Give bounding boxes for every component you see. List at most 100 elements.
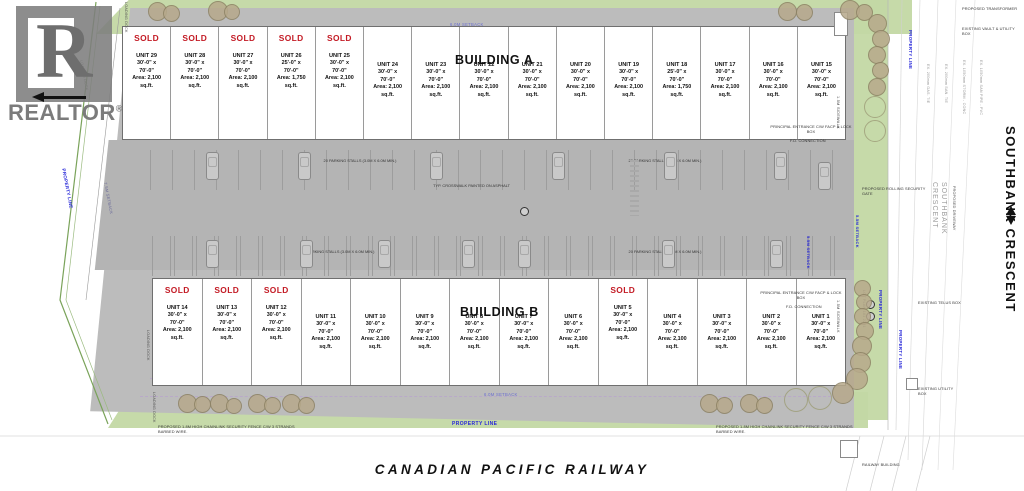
unit-cell[interactable]: UNIT 2 30'-0" x 70'-0" Area: 2,100 sq.ft. — [747, 279, 797, 385]
unit-label: UNIT 12 — [265, 305, 287, 311]
crosswalk-note: TYP. CROSSWALK PAINTED ON ASPHALT — [433, 183, 510, 188]
unit-cell[interactable]: UNIT 3 30'-0" x 70'-0" Area: 2,100 sq.ft. — [698, 279, 747, 385]
parked-car — [664, 152, 677, 180]
parked-car — [300, 240, 313, 268]
loading-dock-note-left: LOADING DOCK — [146, 330, 150, 361]
unit-cell[interactable]: UNIT 23 30'-0" x 70'-0" Area: 2,100 sq.ft. — [412, 27, 461, 139]
unit-cell[interactable]: SOLD UNIT 26 25'-0" x 70'-0" Area: 1,750 sq… — [268, 27, 316, 139]
unit-label: UNIT 25 — [328, 53, 350, 59]
unit-label: UNIT 15 — [811, 62, 832, 68]
unit-cell[interactable]: SOLD UNIT 13 30'-0" x 70'-0" Area: 2,100 sq… — [203, 279, 252, 385]
parked-car — [298, 152, 311, 180]
unit-label: UNIT 11 — [315, 314, 337, 320]
unit-cell[interactable]: UNIT 24 30'-0" x 70'-0" Area: 2,100 sq.ft. — [364, 27, 413, 139]
unit-label: UNIT 9 — [415, 314, 434, 320]
unit-cell[interactable]: UNIT 1 30'-0" x 70'-0" Area: 2,100 sq.ft. — [797, 279, 846, 385]
unit-cell[interactable]: UNIT 16 30'-0" x 70'-0" Area: 2,100 sq.ft. — [750, 27, 798, 139]
proposed-driveway-note: PROPOSED DRIVEWAY — [952, 186, 956, 231]
parked-car — [770, 240, 783, 268]
manhole-icon — [520, 207, 529, 216]
unit-info: UNIT 2 30'-0" x 70'-0" Area: 2,100 sq.ft. — [757, 314, 786, 351]
unit-dimensions: 30'-0" x 70'-0" — [266, 312, 286, 326]
unit-dimensions: 30'-0" x 70'-0" — [522, 69, 542, 83]
crosswalk-marking — [630, 160, 639, 216]
unit-label: UNIT 1 — [811, 314, 830, 320]
unit-dimensions: 30'-0" x 70'-0" — [570, 69, 590, 83]
parked-car — [430, 152, 443, 180]
unit-info: UNIT 24 30'-0" x 70'-0" Area: 2,100 sq.ft. — [373, 62, 402, 99]
unit-dimensions: 30'-0" x 70'-0" — [185, 60, 205, 74]
unit-area: Area: 2,100 sq.ft. — [228, 75, 258, 89]
unit-info: UNIT 17 30'-0" x 70'-0" Area: 2,100 sq.ft. — [711, 62, 740, 99]
unit-info: UNIT 27 30'-0" x 70'-0" Area: 2,100 sq.ft. — [229, 53, 258, 90]
unit-label: UNIT 20 — [570, 62, 591, 68]
unit-info: UNIT 3 30'-0" x 70'-0" Area: 2,100 sq.ft. — [707, 314, 736, 351]
unit-info: UNIT 20 30'-0" x 70'-0" Area: 2,100 sq.ft. — [566, 62, 595, 99]
unit-area: Area: 1,750 sq.ft. — [276, 75, 306, 89]
unit-cell[interactable]: UNIT 8 30'-0" x 70'-0" Area: 2,100 sq.ft. — [450, 279, 500, 385]
telus-box-note: EXISTING TELUS BOX — [918, 300, 961, 305]
unit-dimensions: 30'-0" x 70'-0" — [415, 321, 435, 335]
unit-area: Area: 2,100 sq.ft. — [806, 336, 836, 350]
unit-info: UNIT 16 30'-0" x 70'-0" Area: 2,100 sq.ft. — [759, 62, 788, 99]
parking-note-b: 20 PARKING STALLS (3.0M X 6.0M MIN.) — [301, 249, 375, 254]
building-a-units: SOLD UNIT 29 30'-0" x 70'-0" Area: 2,100 sq… — [123, 27, 845, 139]
unit-cell[interactable]: UNIT 15 30'-0" x 70'-0" Area: 2,100 sq.ft. — [798, 27, 845, 139]
unit-info: UNIT 28 30'-0" x 70'-0" Area: 2,100 sq.ft. — [180, 53, 209, 90]
unit-cell[interactable]: SOLD UNIT 25 30'-0" x 70'-0" Area: 2,100 sq… — [316, 27, 365, 139]
unit-cell[interactable]: UNIT 20 30'-0" x 70'-0" Area: 2,100 sq.ft. — [557, 27, 606, 139]
unit-cell[interactable]: SOLD UNIT 28 30'-0" x 70'-0" Area: 2,100 sq… — [171, 27, 220, 139]
property-line-label-bottom: PROPERTY LINE — [452, 421, 498, 427]
unit-cell[interactable]: UNIT 22 30'-0" x 70'-0" Area: 2,100 sq.ft. — [460, 27, 509, 139]
unit-area: Area: 2,100 sq.ft. — [459, 336, 489, 350]
unit-dimensions: 30'-0" x 70'-0" — [233, 60, 253, 74]
unit-label: UNIT 7 — [514, 314, 533, 320]
utility-box-note: EXISTING UTILITY BOX — [918, 386, 954, 396]
unit-info: UNIT 7 30'-0" x 70'-0" Area: 2,100 sq.ft. — [509, 314, 538, 351]
unit-area: Area: 2,100 sq.ft. — [325, 75, 354, 89]
unit-label: UNIT 17 — [714, 62, 736, 68]
unit-cell[interactable]: UNIT 11 30'-0" x 70'-0" Area: 2,100 sq.ft. — [302, 279, 351, 385]
unit-cell[interactable]: SOLD UNIT 5 30'-0" x 70'-0" Area: 2,100 sq.… — [599, 279, 648, 385]
unit-label: UNIT 23 — [425, 62, 447, 68]
unit-label: UNIT 22 — [473, 62, 495, 68]
unit-dimensions: 30'-0" x 70'-0" — [619, 69, 639, 83]
unit-cell[interactable]: UNIT 19 30'-0" x 70'-0" Area: 2,100 sq.ft. — [605, 27, 654, 139]
railway-label: CANADIAN PACIFIC RAILWAY — [374, 462, 650, 477]
sold-badge: SOLD — [278, 33, 304, 43]
fd-connection-note-a: F.D. CONNECTION — [790, 138, 826, 143]
unit-cell[interactable]: UNIT 18 25'-0" x 70'-0" Area: 1,750 sq.ft. — [653, 27, 702, 139]
unit-info: UNIT 19 30'-0" x 70'-0" Area: 2,100 sq.ft. — [614, 62, 643, 99]
sidewalk-note-right-2: 1.5M SIDEWALK — [836, 300, 840, 333]
unit-area: Area: 2,100 sq.ft. — [162, 327, 192, 341]
unit-info: UNIT 8 30'-0" x 70'-0" Area: 2,100 sq.ft. — [460, 314, 489, 351]
unit-label: UNIT 8 — [465, 314, 484, 320]
unit-cell[interactable]: SOLD UNIT 14 30'-0" x 70'-0" Area: 2,100 sq… — [153, 279, 203, 385]
unit-cell[interactable]: UNIT 9 30'-0" x 70'-0" Area: 2,100 sq.ft. — [401, 279, 450, 385]
unit-info: UNIT 26 25'-0" x 70'-0" Area: 1,750 sq.ft. — [277, 53, 306, 90]
unit-cell[interactable]: UNIT 10 30'-0" x 70'-0" Area: 2,100 sq.ft. — [351, 279, 401, 385]
unit-label: UNIT 18 — [666, 62, 688, 68]
unit-cell[interactable]: UNIT 6 30'-0" x 70'-0" Area: 2,100 sq.ft. — [549, 279, 599, 385]
utility-box-shape — [906, 378, 918, 390]
unit-label: UNIT 26 — [280, 53, 302, 59]
unit-dimensions: 30'-0" x 70'-0" — [811, 321, 831, 335]
parked-car — [818, 162, 831, 190]
building-a[interactable]: SOLD UNIT 29 30'-0" x 70'-0" Area: 2,100 sq… — [122, 26, 846, 140]
building-b[interactable]: SOLD UNIT 14 30'-0" x 70'-0" Area: 2,100 sq… — [152, 278, 846, 386]
unit-cell[interactable]: SOLD UNIT 12 30'-0" x 70'-0" Area: 2,100 sq… — [252, 279, 302, 385]
parking-stalls-row-b2 — [152, 236, 842, 276]
unit-cell[interactable]: UNIT 4 30'-0" x 70'-0" Area: 2,100 sq.ft. — [648, 279, 698, 385]
unit-cell[interactable]: UNIT 17 30'-0" x 70'-0" Area: 2,100 sq.ft. — [701, 27, 750, 139]
sold-badge: SOLD — [214, 285, 240, 295]
unit-cell[interactable]: SOLD UNIT 27 30'-0" x 70'-0" Area: 2,100 sq… — [219, 27, 268, 139]
unit-label: UNIT 10 — [364, 314, 386, 320]
unit-dimensions: 30'-0" x 70'-0" — [378, 69, 398, 83]
unit-info: UNIT 1 30'-0" x 70'-0" Area: 2,100 sq.ft. — [806, 314, 835, 351]
unit-cell[interactable]: UNIT 7 30'-0" x 70'-0" Area: 2,100 sq.ft. — [500, 279, 549, 385]
unit-cell[interactable]: UNIT 21 30'-0" x 70'-0" Area: 2,100 sq.ft. — [509, 27, 557, 139]
unit-dimensions: 30'-0" x 70'-0" — [426, 69, 446, 83]
unit-area: Area: 1,750 sq.ft. — [662, 84, 692, 98]
unit-cell[interactable]: SOLD UNIT 29 30'-0" x 70'-0" Area: 2,100 sq… — [123, 27, 172, 139]
gas-line-note: EX. 200mm GAS. TIE — [926, 64, 930, 104]
